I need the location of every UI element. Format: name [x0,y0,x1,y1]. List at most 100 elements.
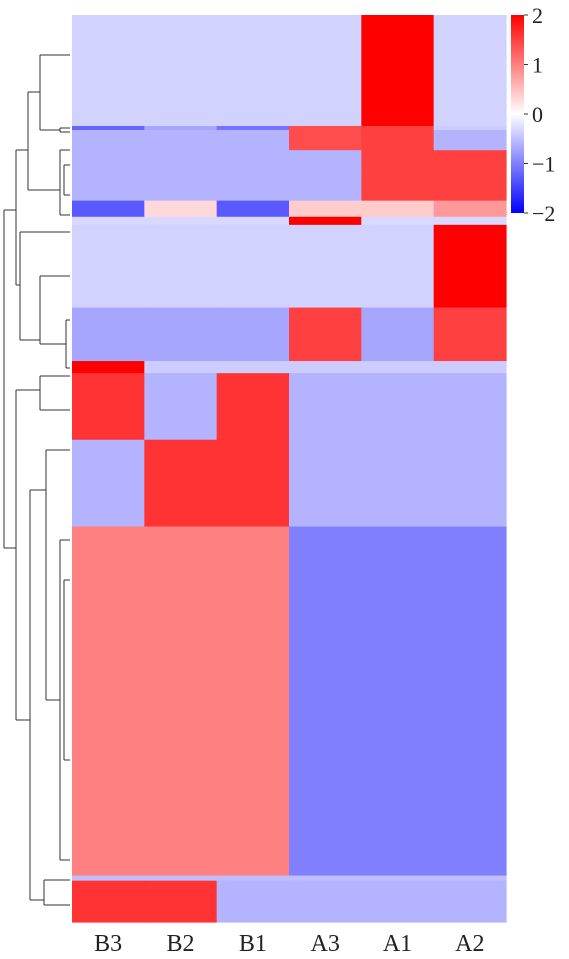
heatmap-cell [361,125,435,131]
heatmap-cell [361,172,435,202]
heatmap-cell [289,150,362,173]
heatmap-cell [144,439,218,528]
heatmap-cell [72,200,145,218]
heatmap-cell [361,526,435,877]
heatmap-cell [216,125,290,131]
heatmap-cell [433,130,507,151]
heatmap-cell [433,150,507,173]
heatmap-cell [289,216,362,226]
heatmap-cell [433,439,507,528]
heatmap-cell [361,307,435,362]
heatmap-cell [144,150,218,173]
heatmap-cell [361,150,435,173]
heatmap-cell [433,125,507,131]
heatmap-cell [216,15,290,127]
heatmap-cell [361,373,435,441]
column-label: A1 [383,931,412,957]
heatmap-cell [433,526,507,877]
heatmap-cell [72,150,145,173]
heatmap-cell [216,307,290,362]
heatmap-cell [289,15,362,127]
heatmap-cell [289,224,362,309]
heatmap-cell [144,172,218,202]
heatmap-cell [289,307,362,362]
heatmap-cell [144,15,218,127]
heatmap-cell [216,172,290,202]
row-dendrogram [3,54,70,906]
heatmap-cell [144,200,218,218]
heatmap-cell [72,439,145,528]
heatmap-cell [216,373,290,441]
heatmap-cell [361,224,435,309]
heatmap-cell [289,125,362,131]
heatmap-cell [433,361,507,374]
heatmap-cell [144,373,218,441]
heatmap-cell [144,125,218,131]
heatmap-cell [289,439,362,528]
heatmap-cell [72,875,145,882]
color-scale-legend: 2 1 0 −1 −2 [511,3,555,226]
scale-tick-label: 1 [532,53,543,78]
heatmap-cell [361,200,435,218]
heatmap-cell [433,875,507,882]
heatmap-cell [72,307,145,362]
heatmap-cell [361,875,435,882]
heatmap-cell [433,307,507,362]
heatmap-cell [72,216,145,226]
heatmap-cell [289,373,362,441]
heatmap-cell [72,125,145,131]
heatmap-cell [433,216,507,226]
scale-tick-label: −1 [532,152,555,177]
heatmap-cell [289,200,362,218]
heatmap-cell [216,150,290,173]
heatmap-cell [289,875,362,882]
heatmap-cell [361,361,435,374]
heatmap-cell [289,172,362,202]
heatmap-cell [72,880,145,923]
scale-tick-label: 0 [532,102,543,127]
column-label: A3 [310,931,339,957]
heatmap-cell [433,200,507,218]
heatmap-cell [144,526,218,877]
heatmap-cell [144,216,218,226]
heatmap-cell [361,439,435,528]
heatmap-cells [72,15,507,923]
heatmap-cell [433,15,507,127]
heatmap-cell [361,15,435,127]
scale-tick-label: −2 [532,201,555,226]
heatmap-cell [216,526,290,877]
heatmap-cell [361,216,435,226]
column-label: B3 [94,931,122,957]
heatmap-cell [144,361,218,374]
scale-tick-label: 2 [532,3,543,28]
heatmap-cell [433,224,507,309]
column-label: B2 [166,931,194,957]
heatmap-cell [144,880,218,923]
heatmap-cell [433,172,507,202]
heatmap-cell [144,224,218,309]
heatmap-cell [216,439,290,528]
heatmap-cell [72,172,145,202]
heatmap-cell [361,880,435,923]
color-scale-bar [511,15,524,213]
heatmap-cell [216,224,290,309]
heatmap-cell [144,875,218,882]
heatmap-cell [289,880,362,923]
heatmap-cell [289,361,362,374]
heatmap-cell [216,200,290,218]
column-label: A2 [455,931,484,957]
heatmap-cell [216,216,290,226]
heatmap-cell [216,130,290,151]
heatmap-cell [216,875,290,882]
heatmap-cell [72,224,145,309]
heatmap-cell [361,130,435,151]
heatmap-cell [144,130,218,151]
heatmap-cell [216,361,290,374]
heatmap-cell [216,880,290,923]
heatmap-cell [72,526,145,877]
heatmap-cell [72,130,145,151]
heatmap-cell [433,880,507,923]
column-label: B1 [239,931,267,957]
heatmap-cell [289,130,362,151]
